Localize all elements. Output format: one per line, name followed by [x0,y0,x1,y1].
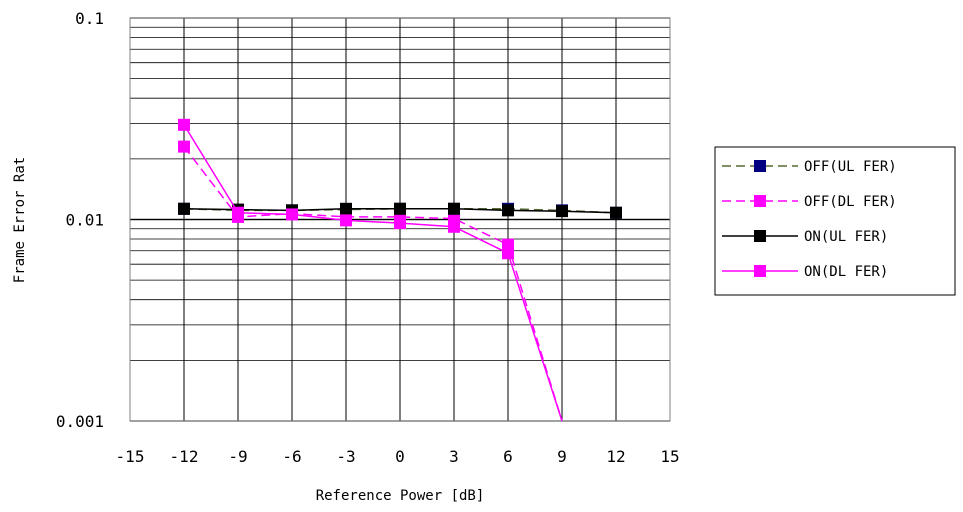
legend-marker [754,160,766,172]
x-tick-label: 9 [557,447,567,466]
series-group [178,118,563,422]
data-point-marker [178,202,190,215]
x-tick-label: 12 [606,447,625,466]
data-point-marker [394,202,406,215]
x-tick-label: 0 [395,447,405,466]
data-point-marker [340,202,352,215]
data-point-marker [394,217,406,230]
legend-label: ON(DL FER) [804,264,888,280]
y-tick-label: 0.1 [75,9,104,28]
y-tick-label: 0.001 [56,412,104,431]
series-group [178,140,563,422]
legend-label: OFF(UL FER) [804,159,897,175]
plot-frame [129,17,671,422]
x-tick-label: -3 [336,447,355,466]
x-tick-label: 15 [660,447,679,466]
x-tick-label: 3 [449,447,459,466]
data-point-marker [448,220,460,233]
series-line [183,124,563,422]
x-tick-label: -6 [282,447,301,466]
x-axis-title: Reference Power [dB] [316,488,485,504]
data-point-marker [232,206,244,219]
data-point-marker [178,140,190,153]
data-point-marker [286,208,298,221]
legend-marker [754,230,766,242]
legend-label: ON(UL FER) [804,229,888,245]
y-tick-label: 0.01 [65,211,104,230]
legend-label: OFF(DL FER) [804,194,897,210]
x-tick-label: 6 [503,447,513,466]
x-tick-label: -9 [228,447,247,466]
data-point-marker [178,118,190,131]
x-tick-label: -12 [170,447,199,466]
x-tick-label: -15 [116,447,145,466]
series-line [183,146,563,422]
data-point-marker [448,202,460,215]
legend: OFF(UL FER) OFF(DL FER) ON(UL FER) ON(DL FE… [714,146,956,296]
series-layer [178,118,622,422]
legend-marker [754,195,766,207]
data-point-marker [556,205,568,218]
y-tick-labels: 0.1 0.01 0.001 [56,9,104,431]
data-point-marker [502,247,514,260]
data-point-marker [340,214,352,227]
data-point-marker [502,204,514,217]
x-tick-labels: -15 -12 -9 -6 -3 0 3 6 9 12 15 [116,447,680,466]
legend-marker [754,265,766,277]
y-axis-title: Frame Error Rat [12,157,28,283]
data-point-marker [610,206,622,219]
